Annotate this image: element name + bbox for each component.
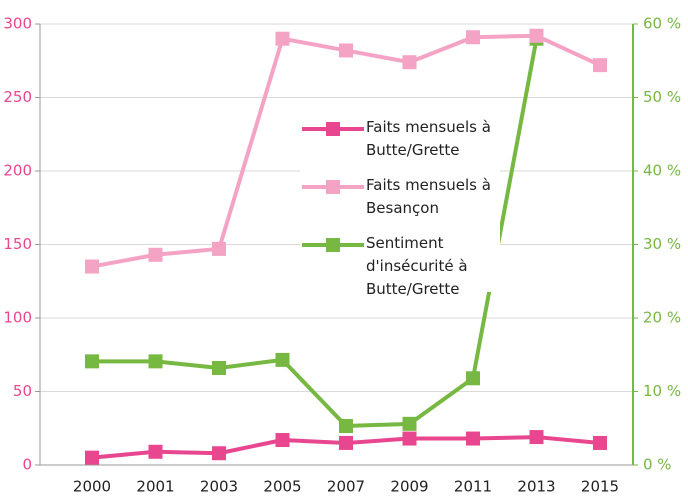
marker (148, 354, 163, 369)
y-tick-label: 50 (13, 382, 32, 400)
x-tick-label: 2003 (200, 478, 238, 496)
marker (466, 30, 480, 45)
marker (466, 431, 480, 446)
x-tick-label: 2011 (454, 478, 492, 496)
legend-item: Faits mensuels à Besançon (300, 174, 500, 232)
y-tick-label: 100 (3, 309, 32, 327)
legend-label: Faits mensuels à Butte/Grette (366, 118, 491, 159)
marker (275, 352, 290, 367)
y2-tick-label: 30 % (643, 235, 681, 253)
y-tick-label: 250 (3, 88, 32, 106)
x-tick-label: 2015 (581, 478, 619, 496)
x-tick-label: 2000 (73, 478, 111, 496)
marker (593, 435, 607, 450)
x-tick-label: 2013 (517, 478, 555, 496)
marker (275, 31, 290, 46)
marker (339, 419, 353, 434)
marker (466, 371, 480, 386)
legend-label: Sentiment d'insécurité à Butte/Grette (366, 234, 468, 298)
marker (85, 259, 99, 274)
y2-tick-label: 10 % (643, 382, 681, 400)
marker (402, 55, 417, 70)
y-tick-label: 0 (22, 456, 32, 474)
marker (275, 433, 290, 448)
legend-swatch (302, 122, 364, 136)
legend-swatch (302, 238, 364, 252)
series-line (92, 38, 539, 429)
marker (85, 450, 99, 465)
y-tick-label: 200 (3, 162, 32, 180)
legend-swatch (302, 180, 364, 194)
x-tick-label: 2009 (390, 478, 428, 496)
legend-item: Sentiment d'insécurité à Butte/Grette (300, 232, 500, 298)
marker (148, 247, 163, 262)
x-tick-label: 2005 (263, 478, 301, 496)
legend-marker (326, 238, 340, 252)
marker (212, 241, 226, 256)
legend-label: Faits mensuels à Besançon (366, 176, 491, 217)
marker (212, 360, 226, 375)
legend: Faits mensuels à Butte/Grette Faits mensu… (300, 116, 500, 298)
marker (529, 430, 544, 445)
x-tick-label: 2007 (327, 478, 365, 496)
marker (402, 416, 417, 431)
marker (529, 28, 544, 43)
y2-tick-label: 20 % (643, 309, 681, 327)
y2-tick-label: 60 % (643, 15, 681, 33)
y2-tick-label: 50 % (643, 88, 681, 106)
y2-tick-label: 40 % (643, 162, 681, 180)
y2-tick-label: 0 % (643, 456, 672, 474)
y-tick-label: 300 (3, 15, 32, 33)
legend-marker (326, 122, 340, 136)
x-tick-label: 2001 (136, 478, 174, 496)
marker (339, 43, 353, 58)
marker (339, 435, 353, 450)
legend-marker (326, 180, 340, 194)
marker (85, 354, 99, 369)
marker (402, 431, 417, 446)
marker (593, 58, 607, 73)
marker (212, 446, 226, 461)
legend-item: Faits mensuels à Butte/Grette (300, 116, 500, 174)
y-tick-label: 150 (3, 235, 32, 253)
marker (148, 444, 163, 459)
